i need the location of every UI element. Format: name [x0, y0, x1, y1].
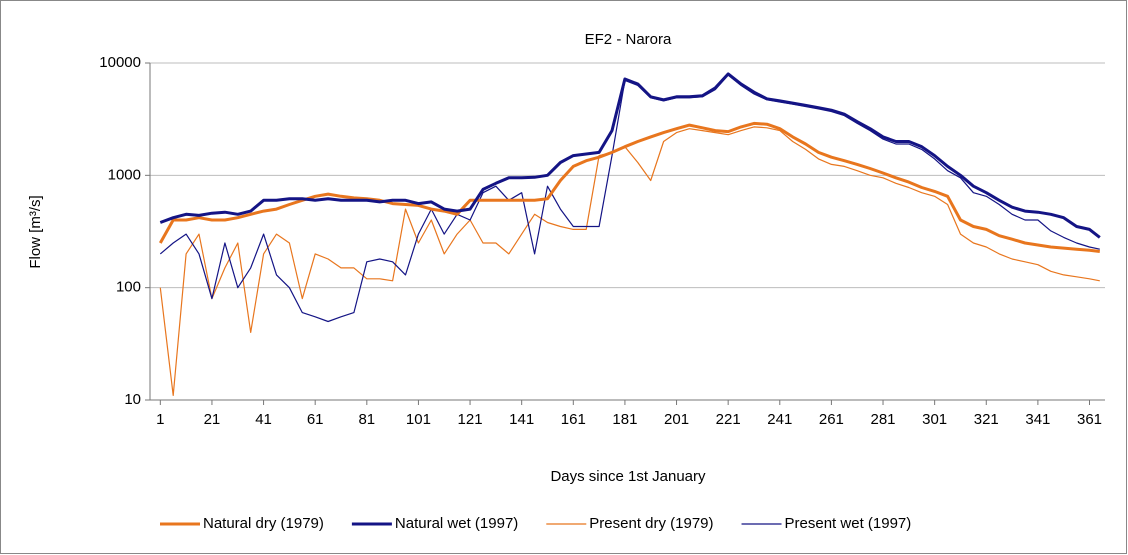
x-tick-label: 101	[406, 411, 431, 428]
x-axis-label: Days since 1st January	[550, 468, 706, 485]
x-tick-label: 41	[255, 411, 272, 428]
x-tick-label: 321	[974, 411, 999, 428]
series-line	[158, 121, 1100, 253]
chart-title: EF2 - Narora	[585, 31, 672, 48]
x-tick-label: 261	[819, 411, 844, 428]
x-tick-label: 121	[458, 411, 483, 428]
y-tick-label: 100	[116, 279, 141, 296]
x-tick-label: 221	[716, 411, 741, 428]
plot-area	[150, 63, 1105, 400]
x-tick-label: 201	[664, 411, 689, 428]
x-tick-label: 341	[1025, 411, 1050, 428]
x-tick-label: 301	[922, 411, 947, 428]
legend-label: Natural wet (1997)	[395, 515, 518, 532]
y-axis-label: Flow [m³/s]	[27, 195, 44, 268]
x-tick-label: 61	[307, 411, 324, 428]
x-tick-label: 181	[612, 411, 637, 428]
y-tick-label: 10	[124, 391, 141, 408]
legend-label: Natural dry (1979)	[203, 515, 324, 532]
x-tick-label: 1	[156, 411, 164, 428]
series-line	[159, 72, 1101, 239]
x-tick-label: 141	[509, 411, 534, 428]
x-tick-label: 21	[204, 411, 221, 428]
series-line	[159, 126, 1100, 396]
x-tick-label: 81	[358, 411, 375, 428]
legend-label: Present dry (1979)	[589, 515, 713, 532]
legend-label: Present wet (1997)	[785, 515, 912, 532]
y-tick-label: 10000	[99, 54, 141, 71]
x-tick-label: 361	[1077, 411, 1102, 428]
x-tick-label: 281	[871, 411, 896, 428]
y-tick-label: 1000	[108, 166, 141, 183]
x-tick-label: 241	[767, 411, 792, 428]
x-tick-label: 161	[561, 411, 586, 428]
